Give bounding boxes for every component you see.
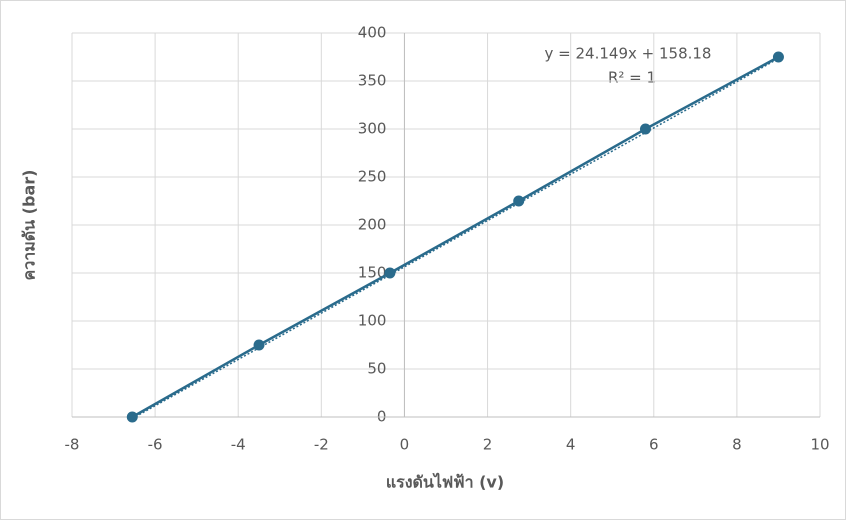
x-tick-label: 2 <box>483 436 493 454</box>
y-tick-label: 300 <box>358 120 387 138</box>
data-point <box>384 268 395 279</box>
y-tick-label: 100 <box>358 312 387 330</box>
x-tick-label: 0 <box>400 436 410 454</box>
y-tick-label: 250 <box>358 168 387 186</box>
x-tick-label: 4 <box>566 436 576 454</box>
y-tick-label: 350 <box>358 72 387 90</box>
data-point <box>513 196 524 207</box>
trendline-equation: y = 24.149x + 158.18 <box>545 45 712 63</box>
chart: แรงดันไฟฟ้า (v) ความดัน (bar) y = 24.149… <box>0 0 846 520</box>
y-tick-label: 200 <box>358 216 387 234</box>
data-point <box>640 124 651 135</box>
x-tick-label: 6 <box>649 436 659 454</box>
x-tick-label: -2 <box>314 436 329 454</box>
data-point <box>773 52 784 63</box>
y-tick-label: 150 <box>358 264 387 282</box>
x-tick-label: -6 <box>148 436 163 454</box>
x-tick-label: -8 <box>65 436 80 454</box>
y-axis-title: ความดัน (bar) <box>20 170 39 281</box>
x-tick-label: 8 <box>732 436 742 454</box>
data-point <box>254 340 265 351</box>
r-squared: R² = 1 <box>608 69 656 87</box>
data-point <box>127 412 138 423</box>
chart-frame <box>1 1 846 520</box>
x-tick-label: -4 <box>231 436 246 454</box>
x-tick-label: 10 <box>810 436 829 454</box>
y-tick-label: 400 <box>358 24 387 42</box>
x-axis-title: แรงดันไฟฟ้า (v) <box>386 473 504 492</box>
y-tick-label: 50 <box>367 360 386 378</box>
